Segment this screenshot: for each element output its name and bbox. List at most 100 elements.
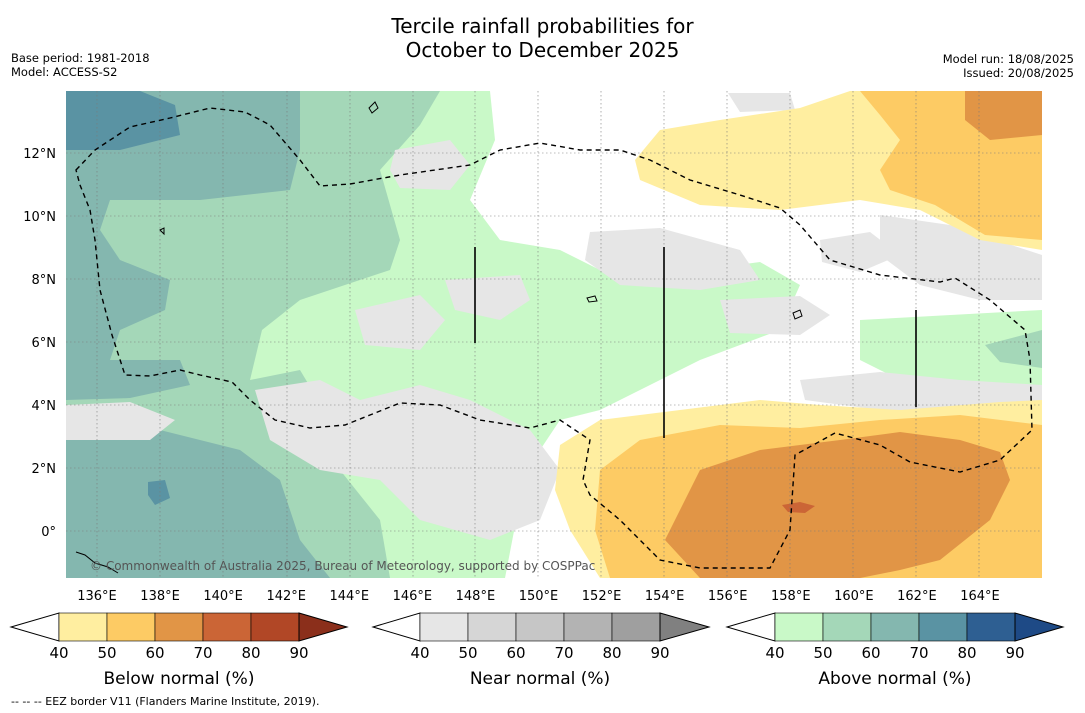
y-tick-label: 2°N [32, 462, 57, 477]
x-tick-label: 154°E [645, 589, 685, 604]
colorbar-min-arrow [9, 612, 60, 642]
colorbar-tick-label: 40 [49, 644, 68, 662]
colorbar-min-arrow [725, 612, 776, 642]
colorbar-swatch [154, 612, 204, 642]
colorbar-swatch [563, 612, 613, 642]
x-tick-label: 142°E [266, 589, 306, 604]
y-tick-label: 0° [41, 525, 56, 540]
colorbar-title: Near normal (%) [470, 669, 610, 689]
x-tick-label: 152°E [582, 589, 622, 604]
meta-left: Base period: 1981-2018 Model: ACCESS-S2 [11, 51, 150, 79]
x-tick-label: 148°E [456, 589, 496, 604]
x-tick-label: 150°E [519, 589, 559, 604]
copyright-text: © Commonwealth of Australia 2025, Bureau… [90, 559, 595, 573]
colorbar-max-arrow [659, 612, 711, 642]
colorbar-swatch [822, 612, 872, 642]
near-40-patch-7 [720, 296, 830, 335]
x-tick-label: 158°E [771, 589, 811, 604]
near-40-patch-5 [445, 275, 530, 320]
colorbar-tick-label: 80 [241, 644, 260, 662]
island-outline-5 [159, 227, 165, 236]
colorbar-swatch [870, 612, 920, 642]
above-70-spot [148, 480, 170, 505]
x-axis-ticks: 136°E 138°E 140°E 142°E 144°E 146°E 148°E 150°E… [77, 589, 1000, 604]
y-axis-ticks: 12°N 10°N 8°N 6°N 4°N 2°N 0° [23, 147, 56, 540]
title-line-1: Tercile rainfall probabilities for [391, 14, 694, 38]
gridlines [66, 91, 1042, 578]
colorbar-swatch [966, 612, 1016, 642]
colorbar-tick-label: 40 [765, 644, 784, 662]
y-tick-label: 10°N [23, 210, 56, 225]
colorbar-tick-label: 80 [602, 644, 621, 662]
title-line-2: October to December 2025 [405, 38, 680, 62]
colorbar-tick-label: 90 [289, 644, 308, 662]
probability-field [66, 91, 1042, 578]
colorbar-swatch [515, 612, 565, 642]
colorbar-tick-label: 50 [97, 644, 116, 662]
y-tick-label: 6°N [32, 336, 57, 351]
island-outline-2 [792, 309, 803, 320]
colorbar-tick-label: 50 [813, 644, 832, 662]
near-40-patch-2 [355, 295, 445, 350]
near-40-patch-1 [390, 140, 470, 190]
colorbar-tick-label: 40 [410, 644, 429, 662]
colorbar-title: Above normal (%) [818, 669, 971, 689]
colorbar-tick-label: 60 [506, 644, 525, 662]
island-outline-1 [368, 101, 379, 114]
x-tick-label: 136°E [77, 589, 117, 604]
colorbar: 40 50 60 70 80 90 Near normal (%) [371, 612, 711, 689]
x-tick-label: 144°E [330, 589, 370, 604]
y-tick-label: 4°N [32, 399, 57, 414]
x-tick-label: 138°E [140, 589, 180, 604]
colorbar-tick-label: 70 [193, 644, 212, 662]
x-tick-label: 160°E [834, 589, 874, 604]
x-tick-label: 164°E [960, 589, 1000, 604]
above-60-region-south [66, 430, 330, 578]
colorbar-legends: 40 50 60 70 80 90 Below normal (%) 40 50 60 70 80 90… [9, 612, 1065, 689]
colorbar-swatch [774, 612, 824, 642]
issued-date: Issued: 20/08/2025 [963, 66, 1074, 80]
island-outline-3 [75, 551, 119, 574]
colorbar-swatch [918, 612, 968, 642]
colorbar-swatch [58, 612, 108, 642]
colorbar-title: Below normal (%) [104, 669, 255, 689]
colorbar-max-arrow [298, 612, 349, 642]
x-tick-label: 156°E [708, 589, 748, 604]
x-tick-label: 146°E [393, 589, 433, 604]
above-50-region-east [985, 330, 1042, 368]
meta-right: Model run: 18/08/2025 Issued: 20/08/2025 [943, 52, 1074, 80]
x-tick-label: 162°E [897, 589, 937, 604]
colorbar-min-arrow [371, 612, 421, 642]
colorbar-tick-label: 70 [909, 644, 928, 662]
colorbar-tick-label: 70 [554, 644, 573, 662]
below-60-region-north [965, 91, 1042, 140]
colorbar-max-arrow [1014, 612, 1065, 642]
above-70-region [66, 91, 180, 150]
colorbar: 40 50 60 70 80 90 Below normal (%) [9, 612, 349, 689]
near-40-patch-4 [66, 402, 175, 440]
island-outline-4 [586, 295, 598, 303]
near-40-patch-6 [585, 228, 760, 290]
colorbar-swatch [467, 612, 517, 642]
y-tick-label: 12°N [23, 147, 56, 162]
colorbar-swatch [250, 612, 300, 642]
colorbar: 40 50 60 70 80 90 Above normal (%) [725, 612, 1065, 689]
model-name: Model: ACCESS-S2 [11, 65, 118, 79]
colorbar-swatch [611, 612, 661, 642]
colorbar-swatch [419, 612, 469, 642]
below-60-region-south [665, 432, 1010, 578]
colorbar-swatch [202, 612, 252, 642]
colorbar-tick-label: 60 [145, 644, 164, 662]
colorbar-tick-label: 60 [861, 644, 880, 662]
colorbar-swatch [106, 612, 156, 642]
near-40-patch-11 [728, 93, 795, 112]
above-60-region [66, 91, 300, 400]
colorbar-tick-label: 90 [1005, 644, 1024, 662]
colorbar-tick-label: 90 [650, 644, 669, 662]
colorbar-tick-label: 50 [458, 644, 477, 662]
below-70-spot [782, 502, 815, 513]
x-tick-label: 140°E [203, 589, 243, 604]
eez-footnote: -- -- -- EEZ border V11 (Flanders Marine… [11, 695, 320, 708]
base-period: Base period: 1981-2018 [11, 51, 150, 65]
